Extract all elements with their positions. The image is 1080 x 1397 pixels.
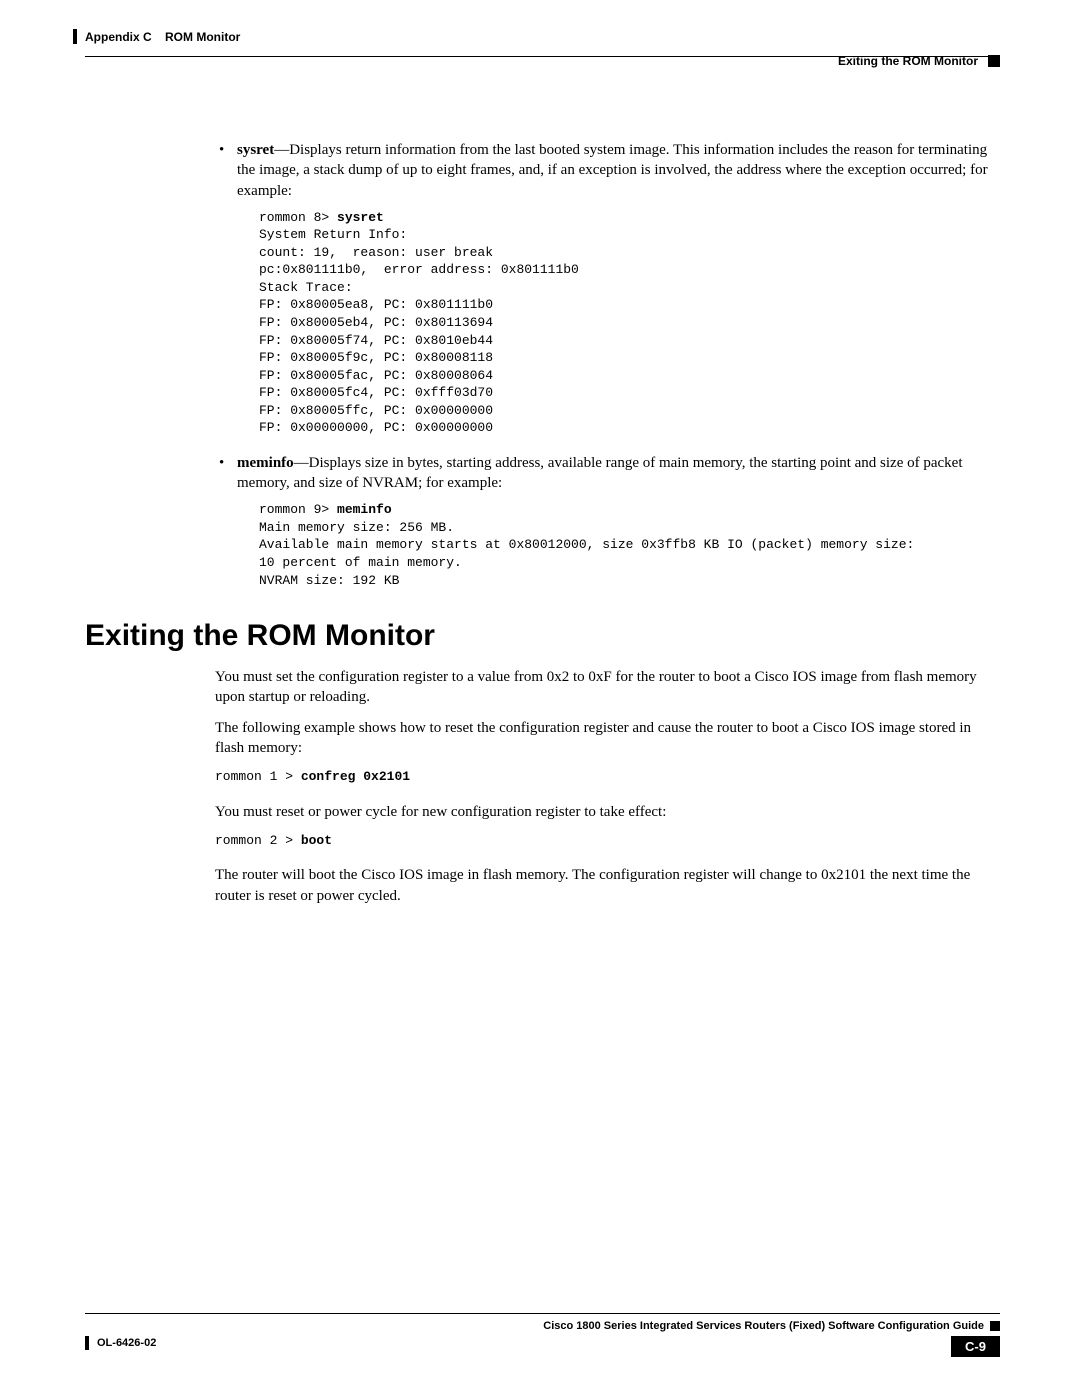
page-header: Appendix C ROM Monitor Exiting the ROM M… xyxy=(85,30,1000,80)
footer-left: OL-6426-02 xyxy=(85,1336,156,1350)
section-heading: Exiting the ROM Monitor xyxy=(85,619,1000,653)
output: Main memory size: 256 MB. Available main… xyxy=(259,520,922,588)
command: boot xyxy=(301,833,332,848)
paragraph: The following example shows how to reset… xyxy=(215,718,1000,759)
chapter-title: ROM Monitor xyxy=(165,30,240,44)
paragraph: The router will boot the Cisco IOS image… xyxy=(215,865,1000,906)
page-number: C-9 xyxy=(951,1336,1000,1357)
list-item: meminfo—Displays size in bytes, starting… xyxy=(215,453,1000,589)
prompt: rommon 2 > xyxy=(215,833,301,848)
footer-rule xyxy=(85,1313,1000,1314)
footer-right: Cisco 1800 Series Integrated Services Ro… xyxy=(543,1320,1000,1357)
command-desc: —Displays return information from the la… xyxy=(237,142,988,199)
content: sysret—Displays return information from … xyxy=(215,140,1000,906)
command: confreg 0x2101 xyxy=(301,769,410,784)
paragraph: You must set the configuration register … xyxy=(215,667,1000,708)
guide-title: Cisco 1800 Series Integrated Services Ro… xyxy=(543,1320,1000,1332)
header-right-square xyxy=(988,55,1000,67)
code-block: rommon 9> meminfo Main memory size: 256 … xyxy=(259,501,1000,589)
code-block: rommon 8> sysret System Return Info: cou… xyxy=(259,209,1000,437)
command-term: sysret xyxy=(237,142,274,158)
prompt: rommon 1 > xyxy=(215,769,301,784)
page-footer: OL-6426-02 Cisco 1800 Series Integrated … xyxy=(85,1313,1000,1357)
command-term: meminfo xyxy=(237,455,294,471)
header-left: Appendix C ROM Monitor xyxy=(85,30,240,44)
footer-square-icon xyxy=(990,1321,1000,1331)
list-item: sysret—Displays return information from … xyxy=(215,140,1000,437)
footer-left-rule xyxy=(85,1336,89,1350)
paragraph: You must reset or power cycle for new co… xyxy=(215,802,1000,822)
output: System Return Info: count: 19, reason: u… xyxy=(259,227,579,435)
code-block: rommon 2 > boot xyxy=(215,832,1000,850)
footer-row: OL-6426-02 Cisco 1800 Series Integrated … xyxy=(85,1320,1000,1357)
doc-number: OL-6426-02 xyxy=(97,1337,156,1349)
command: meminfo xyxy=(337,502,392,517)
header-left-rule xyxy=(73,29,77,44)
command-desc: —Displays size in bytes, starting addres… xyxy=(237,455,963,491)
code-block: rommon 1 > confreg 0x2101 xyxy=(215,768,1000,786)
section-breadcrumb: Exiting the ROM Monitor xyxy=(838,54,978,68)
page: Appendix C ROM Monitor Exiting the ROM M… xyxy=(0,0,1080,1397)
appendix-label: Appendix C xyxy=(85,30,152,44)
header-right-wrap: Exiting the ROM Monitor xyxy=(838,54,1000,68)
command: sysret xyxy=(337,210,384,225)
prompt: rommon 9> xyxy=(259,502,337,517)
command-list: sysret—Displays return information from … xyxy=(215,140,1000,589)
prompt: rommon 8> xyxy=(259,210,337,225)
